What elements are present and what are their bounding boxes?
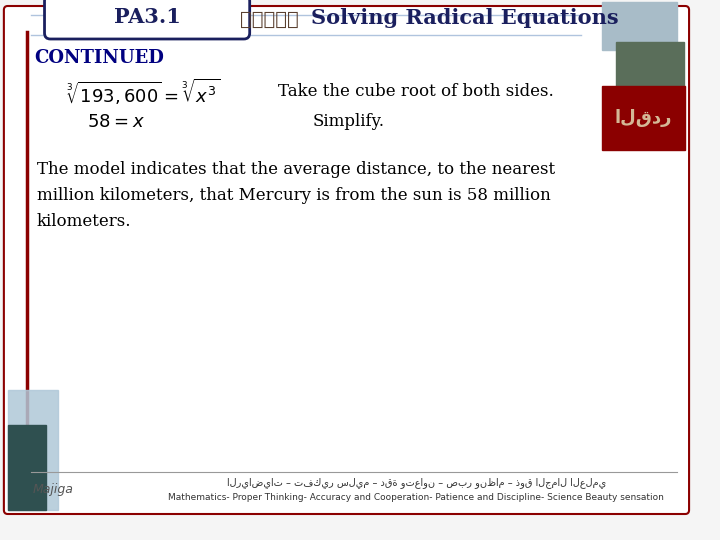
FancyBboxPatch shape <box>45 0 250 39</box>
Text: Simplify.: Simplify. <box>312 113 384 131</box>
Text: القدر: القدر <box>615 109 672 127</box>
Bar <box>602 2 678 50</box>
Bar <box>602 86 685 150</box>
Bar <box>8 390 58 510</box>
Text: CONTINUED: CONTINUED <box>34 49 163 67</box>
Text: الرياضيات – تفكير سليم – دقة وتعاون – صبر ونظام – ذوق الجمال العلمي: الرياضيات – تفكير سليم – دقة وتعاون – صب… <box>227 477 606 489</box>
Text: Take the cube root of both sides.: Take the cube root of both sides. <box>278 84 554 100</box>
Text: kilometers.: kilometers. <box>37 213 131 231</box>
FancyBboxPatch shape <box>4 6 689 514</box>
Text: $\sqrt[3]{193,600} = \sqrt[3]{x^3}$: $\sqrt[3]{193,600} = \sqrt[3]{x^3}$ <box>66 77 220 107</box>
Text: Majiga: Majiga <box>33 483 73 496</box>
Text: PA3.1: PA3.1 <box>114 7 181 27</box>
Text: $58 = x$: $58 = x$ <box>87 113 145 131</box>
Text: Solving Radical Equations: Solving Radical Equations <box>311 8 618 28</box>
Text: million kilometers, that Mercury is from the sun is 58 million: million kilometers, that Mercury is from… <box>37 187 551 205</box>
Bar <box>616 42 684 92</box>
Bar <box>8 425 47 510</box>
Text: Mathematics- Proper Thinking- Accuracy and Cooperation- Patience and Discipline-: Mathematics- Proper Thinking- Accuracy a… <box>168 492 664 502</box>
Text: The model indicates that the average distance, to the nearest: The model indicates that the average dis… <box>37 161 555 179</box>
Text: القدر: القدر <box>240 10 298 29</box>
